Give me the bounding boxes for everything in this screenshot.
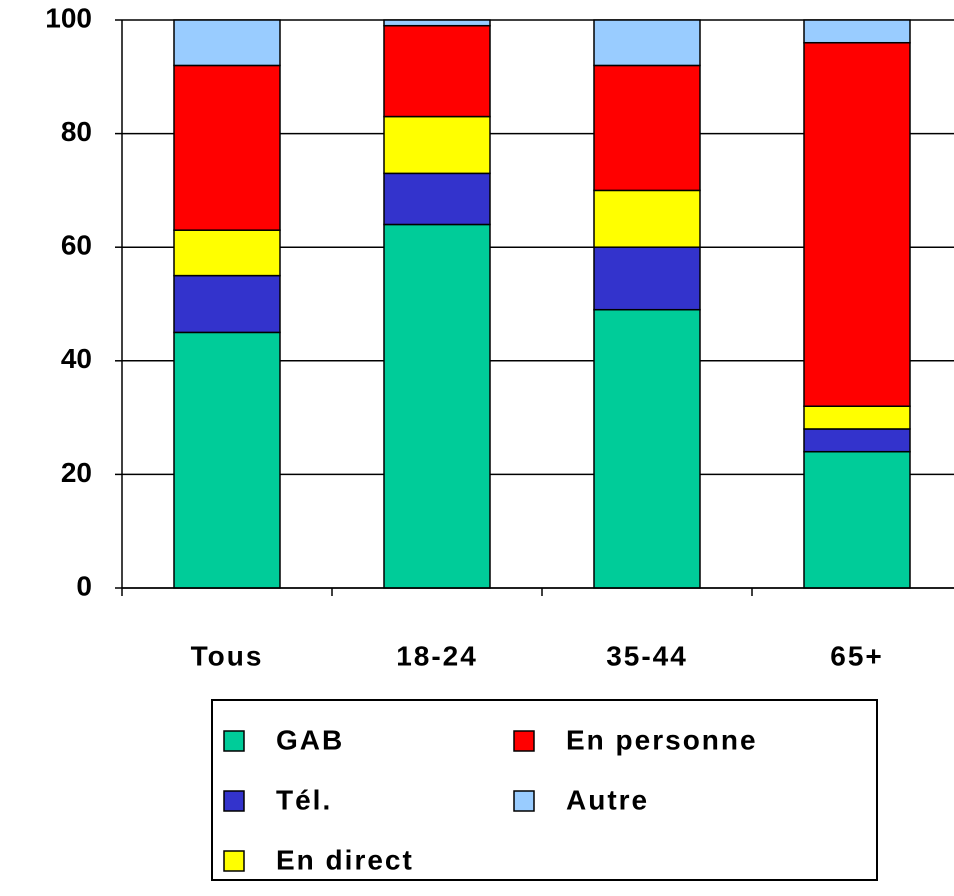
bar-segment [803, 19, 911, 44]
bar-segment [593, 308, 701, 589]
x-tick-label: 35-44 [606, 640, 688, 671]
bar-segment [593, 246, 701, 311]
legend-label: En direct [276, 844, 414, 875]
y-tick-label: 60 [61, 230, 92, 261]
legend-swatch [223, 790, 245, 812]
bar-segment [383, 223, 491, 589]
legend-swatch [223, 730, 245, 752]
bar-segment [803, 428, 911, 453]
bar-segment [173, 64, 281, 231]
x-tick-label: Tous [191, 640, 264, 671]
bar-segment [383, 172, 491, 226]
legend-label: Tél. [276, 784, 332, 815]
bar-segment [593, 19, 701, 67]
y-tick-label: 0 [76, 570, 92, 601]
legend-label: GAB [276, 724, 344, 755]
bar-segment [803, 41, 911, 407]
bar-segment [383, 115, 491, 175]
legend-swatch [513, 790, 535, 812]
legend-label: En personne [566, 724, 758, 755]
x-tick-label: 65+ [830, 640, 884, 671]
bar-segment [593, 189, 701, 248]
y-tick-label: 40 [61, 343, 92, 374]
legend-label: Autre [566, 784, 649, 815]
legend-swatch [513, 730, 535, 752]
bar-segment [803, 450, 911, 589]
x-tick-label: 18-24 [396, 640, 478, 671]
bar-segment [803, 405, 911, 430]
bar-segment [383, 19, 491, 27]
bar-segment [383, 24, 491, 118]
legend-swatch [223, 850, 245, 872]
legend-box [211, 699, 878, 881]
y-tick-label: 20 [61, 457, 92, 488]
y-tick-label: 100 [45, 2, 92, 33]
bar-segment [173, 19, 281, 67]
y-tick-label: 80 [61, 116, 92, 147]
bar-segment [593, 64, 701, 192]
bar-segment [173, 229, 281, 277]
bar-segment [173, 331, 281, 589]
bar-segment [173, 274, 281, 334]
